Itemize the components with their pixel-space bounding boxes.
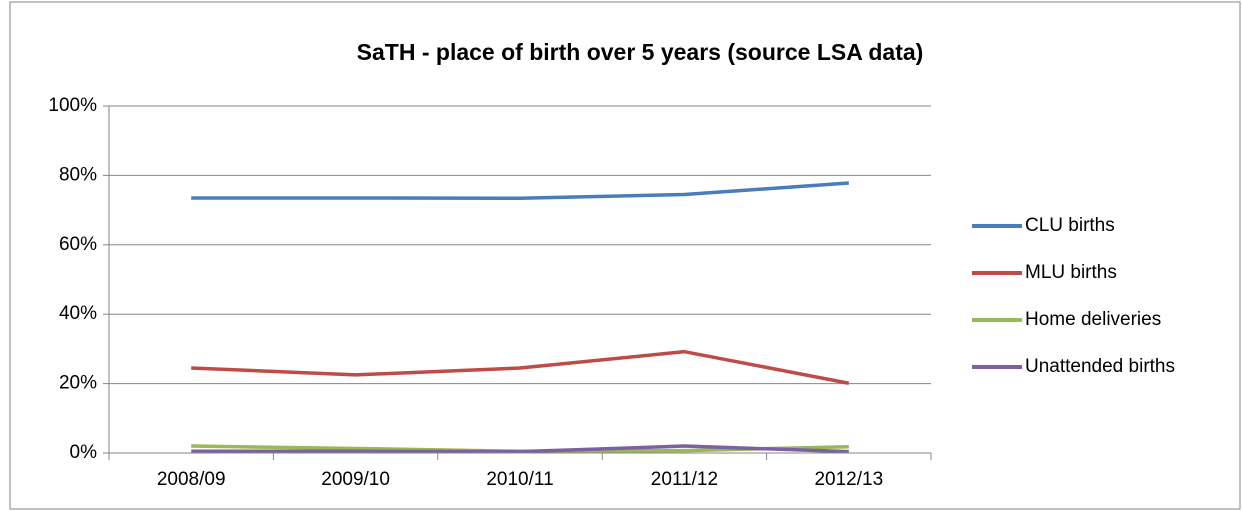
series-line <box>191 444 849 454</box>
chart-title: SaTH - place of birth over 5 years (sour… <box>357 39 924 65</box>
x-tick-label: 2011/12 <box>651 469 718 490</box>
x-tick-label: 2009/10 <box>321 469 390 490</box>
y-tick-label: 0% <box>70 442 98 463</box>
series-line <box>191 349 850 385</box>
y-tick-label: 40% <box>59 303 97 324</box>
legend-label: Unattended births <box>1025 356 1175 377</box>
x-tick-label: 2008/09 <box>157 469 226 490</box>
x-tick-label: 2010/11 <box>486 469 553 490</box>
legend-label: Home deliveries <box>1025 309 1161 330</box>
y-tick-label: 80% <box>59 164 97 185</box>
y-tick-label: 20% <box>59 373 97 394</box>
series-line <box>191 181 849 201</box>
legend-label: MLU births <box>1025 262 1117 283</box>
y-tick-label: 60% <box>59 234 97 255</box>
x-tick-label: 2012/13 <box>814 469 883 490</box>
y-tick-label: 100% <box>48 95 97 116</box>
legend-label: CLU births <box>1025 215 1115 236</box>
chart-border <box>9 1 1241 510</box>
